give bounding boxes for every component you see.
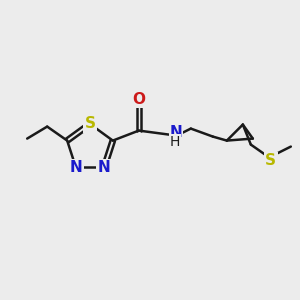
Text: S: S <box>85 116 95 131</box>
Text: N: N <box>170 125 183 140</box>
Text: O: O <box>132 92 145 107</box>
Text: N: N <box>98 160 110 175</box>
Text: N: N <box>70 160 82 175</box>
Text: S: S <box>265 153 276 168</box>
Text: H: H <box>170 135 180 148</box>
